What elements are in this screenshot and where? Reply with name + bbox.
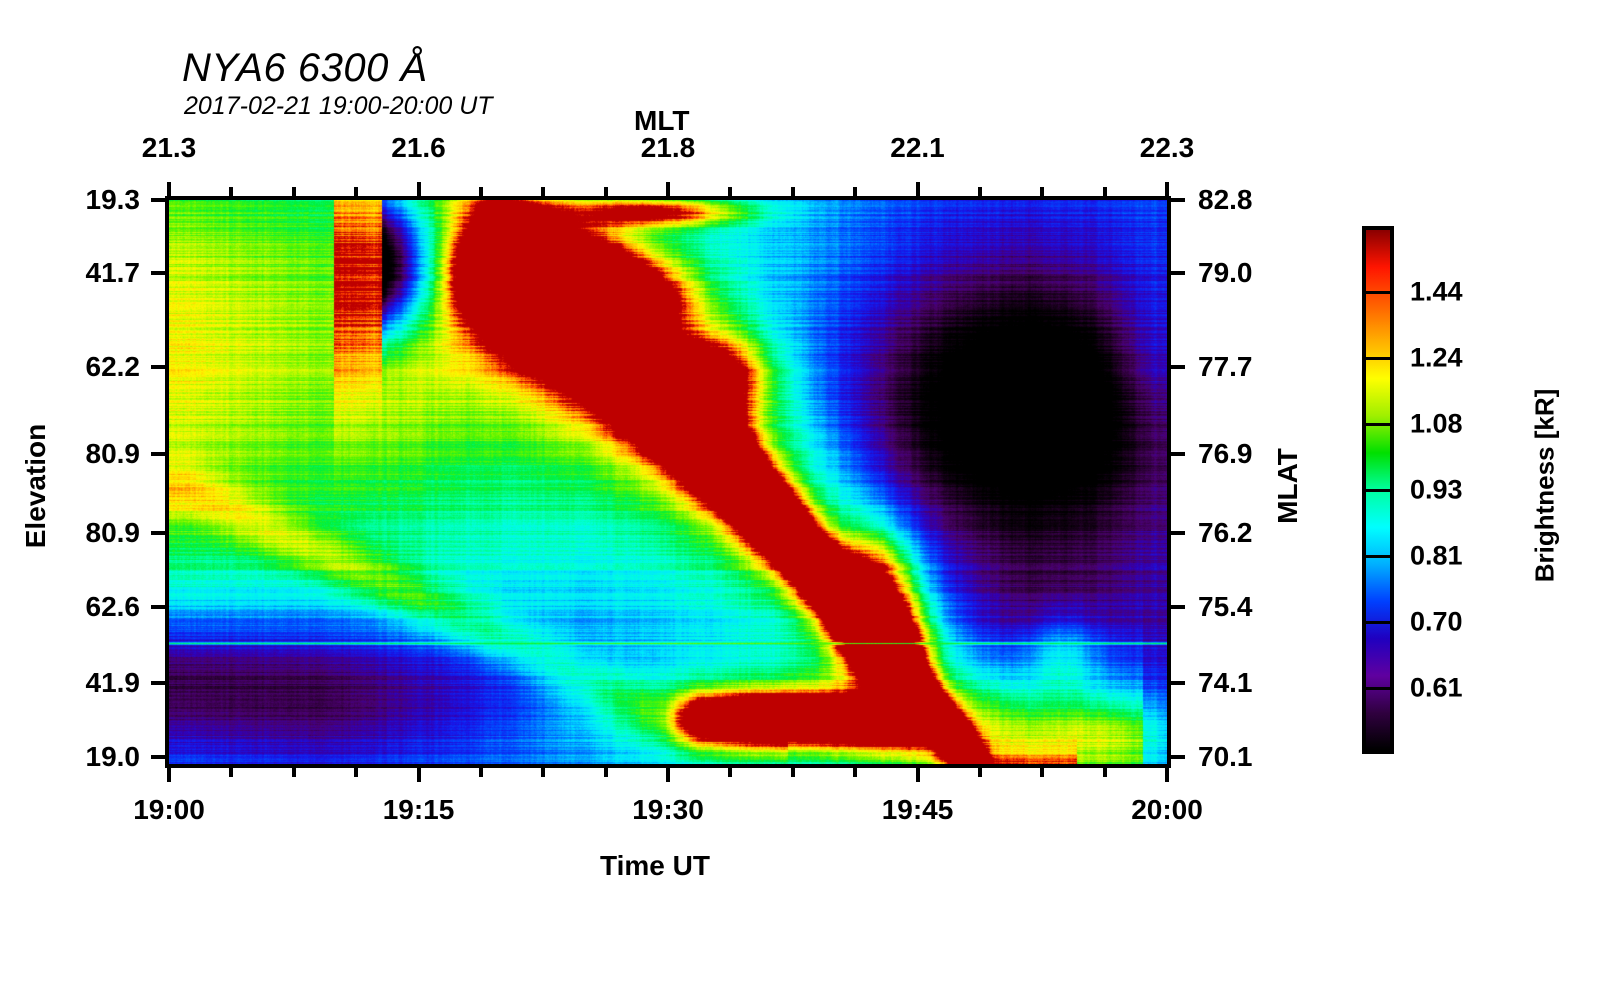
mlat-tick-label-1: 79.0 [1198, 256, 1253, 288]
colorbar-tick-label-5: 0.70 [1410, 606, 1463, 637]
elevation-tick-label-6: 41.9 [85, 667, 141, 699]
mlt-minor-tick-6 [541, 187, 546, 200]
mlt-minor-tick-14 [1040, 187, 1045, 200]
colorbar-separator-3 [1362, 489, 1394, 492]
elevation-tick-mark-1 [151, 270, 169, 275]
elevation-tick-label-4: 80.9 [85, 517, 141, 549]
elevation-tick-label-2: 62.2 [85, 350, 141, 382]
mlt-minor-tick-3 [354, 187, 359, 200]
time-tick-mark-3 [915, 764, 920, 782]
mlt-tick-mark-3 [915, 182, 920, 200]
mlt-minor-tick-7 [603, 187, 608, 200]
elevation-tick-label-5: 62.6 [85, 590, 141, 622]
colorbar-separator-1 [1362, 357, 1394, 360]
elevation-tick-mark-7 [151, 755, 169, 760]
mlt-tick-label-0: 21.3 [141, 132, 197, 163]
time-tick-mark-0 [167, 764, 171, 782]
colorbar-tick-label-4: 0.81 [1410, 540, 1463, 571]
elevation-tick-mark-3 [151, 451, 169, 456]
mlat-tick-label-6: 74.1 [1198, 667, 1253, 699]
elevation-tick-mark-6 [151, 681, 169, 686]
time-minor-tick-9 [728, 764, 733, 777]
mlt-tick-label-4: 22.3 [1139, 132, 1195, 163]
mlt-tick-mark-2 [666, 182, 670, 200]
mlt-minor-tick-13 [977, 187, 982, 200]
colorbar-tick-label-2: 1.08 [1410, 408, 1463, 439]
time-tick-mark-2 [666, 764, 670, 782]
mlat-tick-label-7: 70.1 [1198, 741, 1253, 773]
elevation-tick-mark-5 [151, 604, 169, 609]
mlt-minor-tick-1 [229, 187, 234, 200]
time-tick-label-4: 20:00 [1131, 794, 1203, 825]
colorbar-tick-label-3: 0.93 [1410, 474, 1463, 505]
time-tick-label-3: 19:45 [881, 794, 954, 825]
mlat-tick-label-3: 76.9 [1198, 437, 1253, 469]
time-minor-tick-11 [853, 764, 858, 777]
elevation-tick-mark-2 [151, 364, 169, 369]
mlt-minor-tick-2 [291, 187, 296, 200]
time-minor-tick-10 [790, 764, 795, 777]
time-minor-tick-5 [478, 764, 483, 777]
mlat-tick-mark-6 [1167, 681, 1185, 686]
mlt-tick-mark-4 [1165, 182, 1169, 200]
colorbar-tick-label-0: 1.44 [1410, 276, 1463, 307]
mlt-tick-label-2: 21.8 [640, 132, 696, 163]
elevation-tick-label-0: 19.3 [85, 184, 141, 215]
colorbar-tick-label-6: 0.61 [1410, 672, 1463, 703]
time-minor-tick-3 [354, 764, 359, 777]
time-tick-mark-4 [1165, 764, 1169, 782]
colorbar-separator-6 [1362, 687, 1394, 690]
page-subtitle: 2017-02-21 19:00-20:00 UT [184, 92, 493, 120]
mlat-tick-mark-4 [1167, 531, 1185, 536]
elevation-tick-label-7: 19.0 [85, 741, 141, 773]
mlt-tick-label-3: 22.1 [890, 132, 945, 163]
time-minor-tick-14 [1040, 764, 1045, 777]
elevation-tick-mark-4 [151, 531, 169, 536]
time-tick-mark-1 [416, 764, 421, 782]
colorbar-separator-2 [1362, 423, 1394, 426]
time-tick-label-0: 19:00 [133, 794, 205, 825]
time-minor-tick-6 [541, 764, 546, 777]
page-title: NYA6 6300 Å [182, 46, 428, 90]
mlat-tick-label-0: 82.8 [1198, 184, 1253, 215]
mlt-tick-label-1: 21.6 [391, 132, 446, 163]
mlt-minor-tick-9 [728, 187, 733, 200]
time-minor-tick-7 [603, 764, 608, 777]
time-minor-tick-15 [1102, 764, 1107, 777]
mlt-minor-tick-5 [478, 187, 483, 200]
elevation-tick-label-3: 80.9 [85, 437, 141, 469]
mlt-minor-tick-15 [1102, 187, 1107, 200]
mlt-minor-tick-11 [853, 187, 858, 200]
time-tick-label-1: 19:15 [382, 794, 455, 825]
mlat-tick-mark-0 [1167, 198, 1185, 202]
time-minor-tick-13 [977, 764, 982, 777]
mlt-minor-tick-10 [790, 187, 795, 200]
time-axis-title: Time UT [600, 850, 710, 881]
time-tick-label-2: 19:30 [632, 794, 704, 825]
keogram-heatmap [169, 200, 1167, 764]
time-minor-tick-1 [229, 764, 234, 777]
elevation-tick-mark-0 [151, 198, 169, 202]
colorbar-tick-label-1: 1.24 [1410, 342, 1463, 373]
colorbar-separator-5 [1362, 621, 1394, 624]
mlt-tick-mark-1 [416, 182, 421, 200]
mlat-tick-label-4: 76.2 [1198, 517, 1253, 549]
mlat-tick-mark-7 [1167, 755, 1185, 760]
colorbar-separator-4 [1362, 555, 1394, 558]
mlat-tick-mark-3 [1167, 451, 1185, 456]
colorbar-separator-0 [1362, 291, 1394, 294]
elevation-tick-label-1: 41.7 [85, 256, 141, 288]
time-minor-tick-2 [291, 764, 296, 777]
mlt-tick-mark-0 [167, 182, 171, 200]
mlat-tick-mark-1 [1167, 270, 1185, 275]
mlat-tick-mark-2 [1167, 364, 1185, 369]
mlt-axis-title: MLT [634, 105, 690, 136]
mlat-tick-mark-5 [1167, 604, 1185, 609]
mlat-tick-label-5: 75.4 [1198, 590, 1253, 622]
mlat-tick-label-2: 77.7 [1198, 350, 1253, 382]
